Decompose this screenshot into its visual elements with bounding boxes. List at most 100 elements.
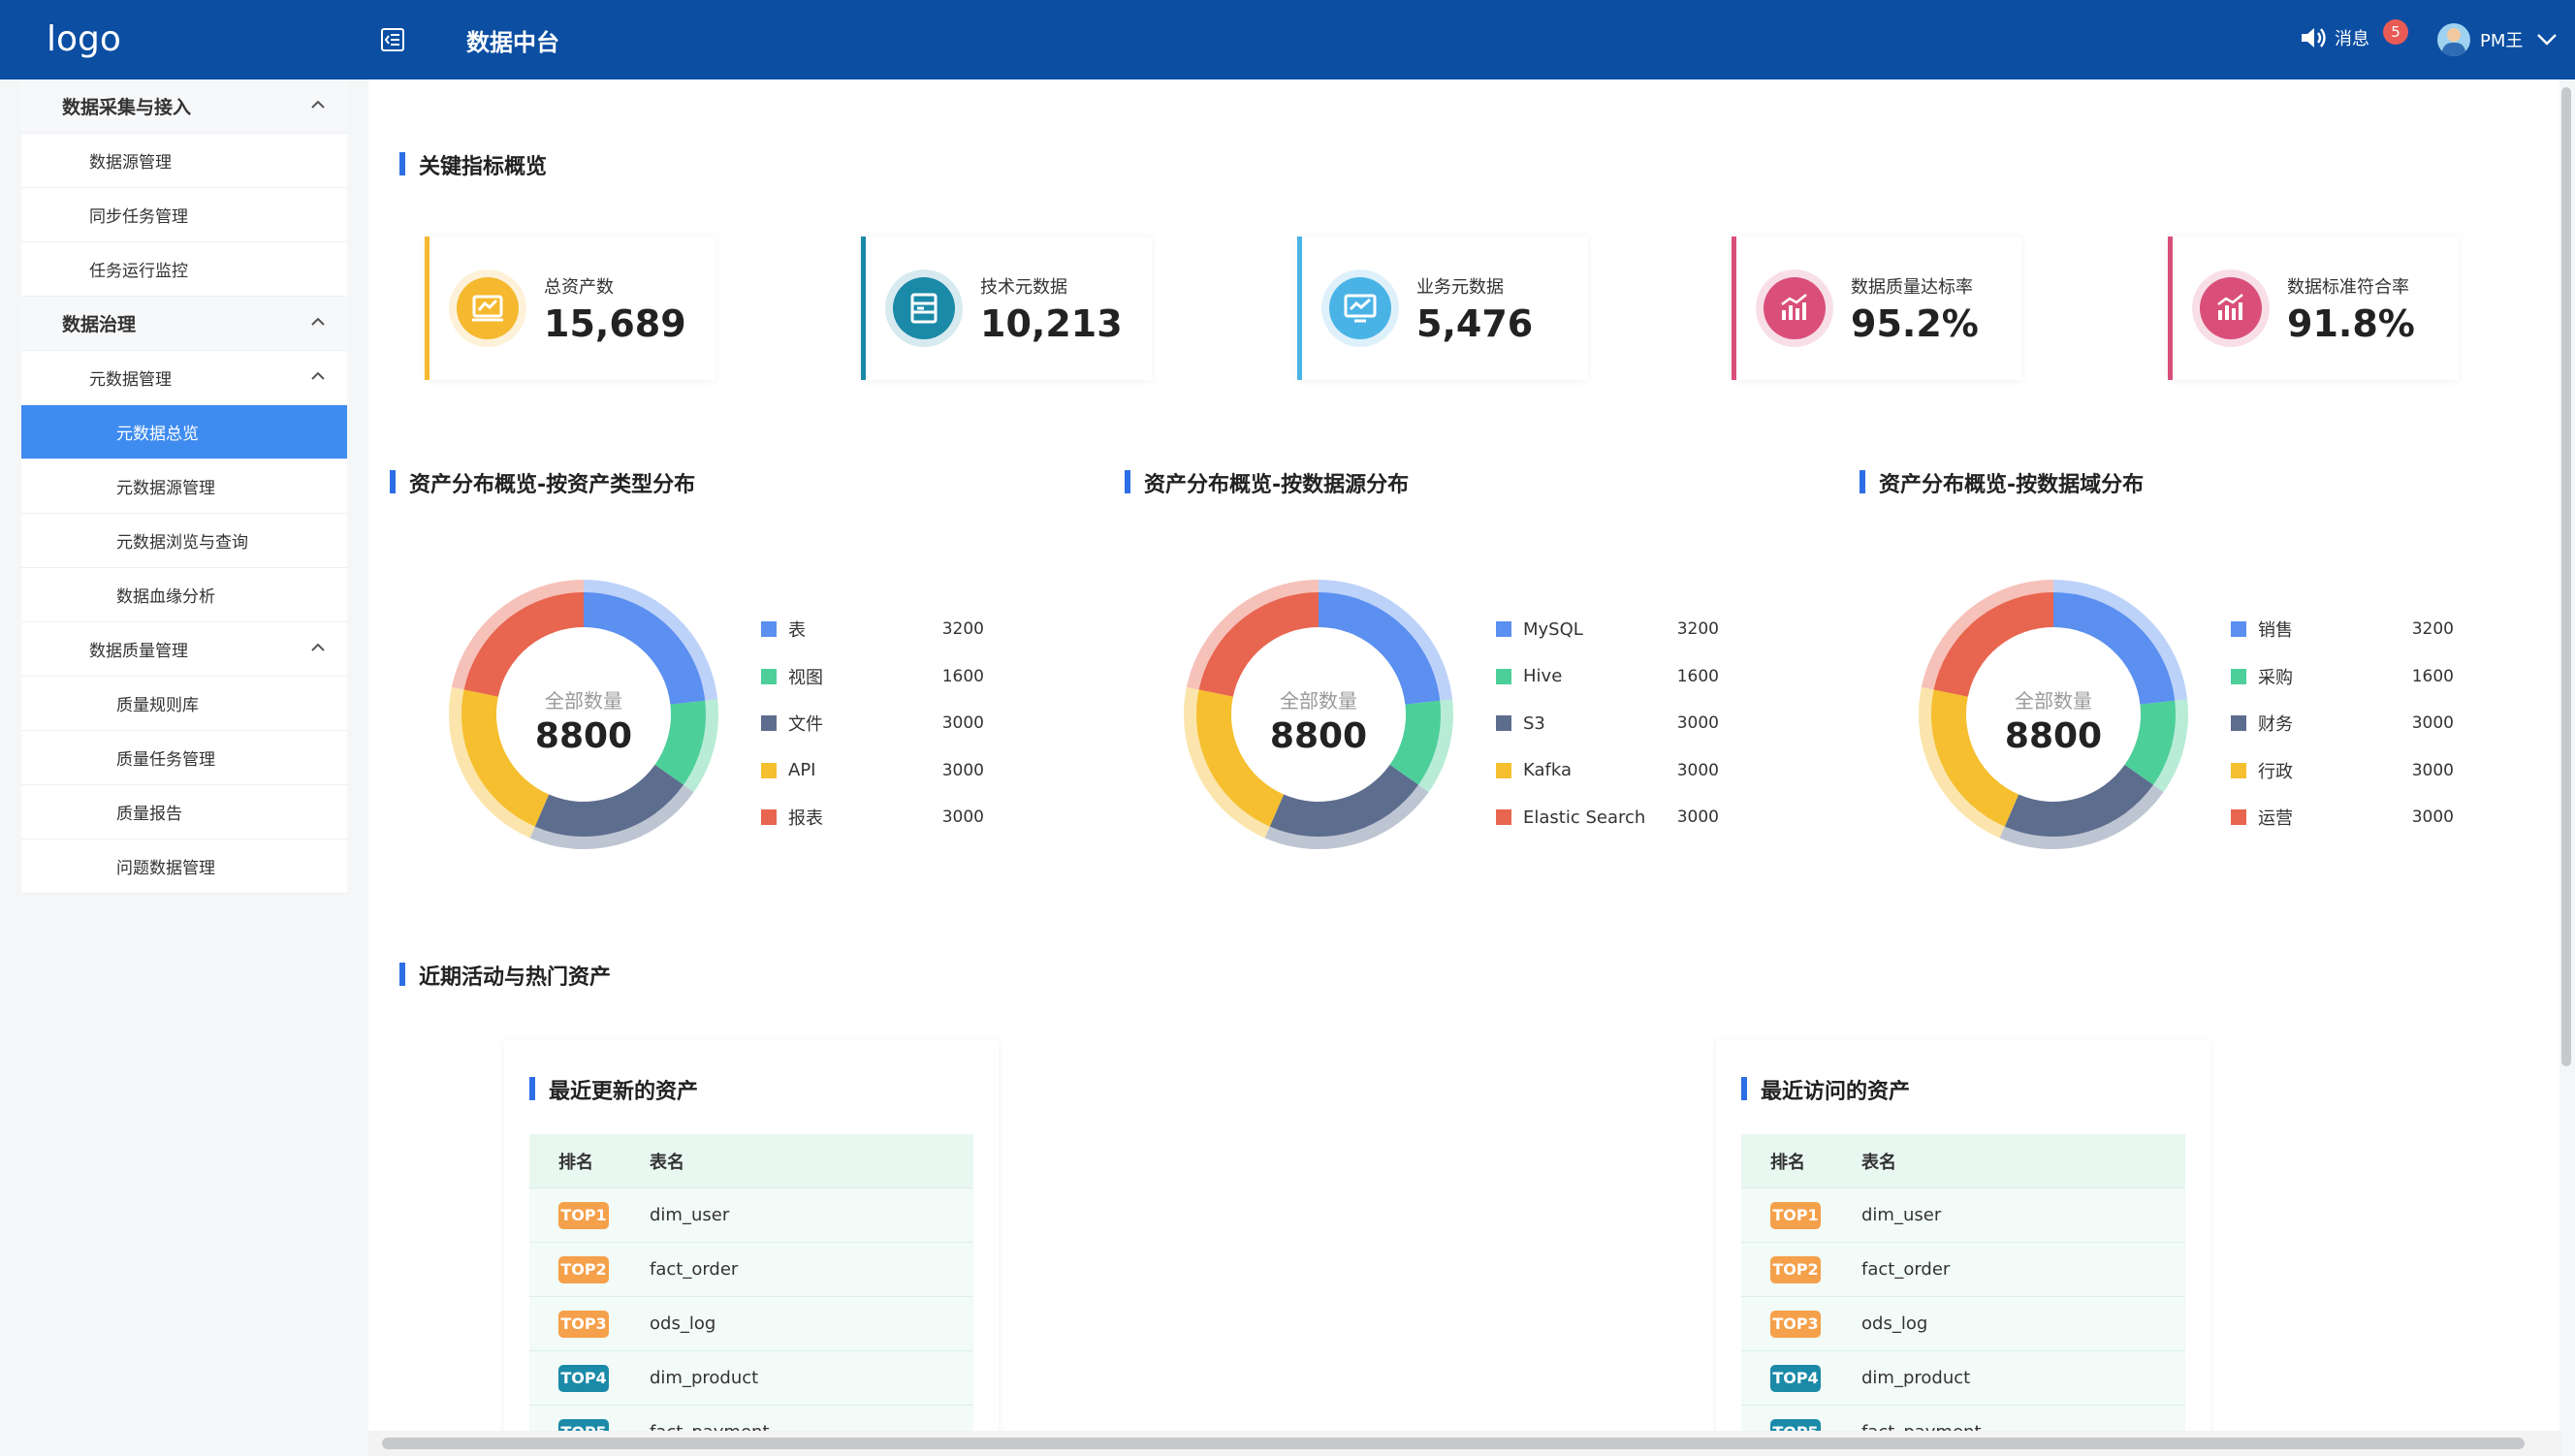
sidebar-item[interactable]: 数据采集与接入	[21, 79, 347, 134]
table-name-cell[interactable]: ods_log	[1861, 1314, 1928, 1334]
sidebar-item[interactable]: 数据血缘分析	[21, 568, 347, 622]
table-name-cell[interactable]: dim_product	[1861, 1368, 1971, 1388]
sidebar-item[interactable]: 数据治理	[21, 297, 347, 351]
donut-slice-outer[interactable]	[451, 580, 585, 692]
legend-item[interactable]: API 3000	[761, 747, 984, 795]
user-menu[interactable]: PM王	[2437, 23, 2558, 56]
donut-slice[interactable]	[654, 700, 706, 785]
sidebar-item[interactable]: 同步任务管理	[21, 188, 347, 242]
donut-slice-outer[interactable]	[583, 580, 718, 702]
donut-slice[interactable]	[2052, 592, 2176, 706]
donut-slice-outer[interactable]	[449, 686, 539, 839]
donut-slice-outer[interactable]	[1919, 686, 2009, 839]
donut-slice[interactable]	[534, 764, 683, 837]
menu-collapse-icon[interactable]	[380, 27, 405, 52]
sidebar-item[interactable]: 质量规则库	[21, 677, 347, 731]
table-row[interactable]: TOP4 dim_product	[1741, 1351, 2185, 1406]
messages-button[interactable]: 消息	[2300, 25, 2369, 50]
donut-slice[interactable]	[463, 592, 585, 698]
column-header-rank[interactable]: 排名	[1770, 1152, 1805, 1173]
column-header-rank[interactable]: 排名	[558, 1152, 593, 1173]
legend-item[interactable]: 视图 1600	[761, 653, 984, 701]
sidebar-item-label: 质量规则库	[116, 696, 199, 715]
table-row[interactable]: TOP3 ods_log	[529, 1297, 973, 1351]
table-name-cell[interactable]: dim_user	[1861, 1205, 1942, 1225]
donut-slice-outer[interactable]	[1921, 580, 2054, 692]
sidebar-item[interactable]: 元数据浏览与查询	[21, 514, 347, 568]
donut-slice-outer[interactable]	[1411, 699, 1453, 793]
legend-item[interactable]: Hive 1600	[1496, 653, 1719, 701]
donut-slice[interactable]	[2004, 764, 2153, 837]
table-name-cell[interactable]: fact_order	[650, 1259, 739, 1280]
donut-slice[interactable]	[1931, 689, 2019, 827]
sidebar-item[interactable]: 质量任务管理	[21, 731, 347, 785]
donut-slice-outer[interactable]	[1186, 580, 1319, 692]
legend-label: 采购	[2258, 667, 2293, 688]
donut-slice-outer[interactable]	[676, 699, 718, 793]
donut-slice-outer[interactable]	[1318, 580, 1453, 702]
sidebar-item[interactable]: 数据质量管理	[21, 622, 347, 677]
legend-item[interactable]: 采购 1600	[2231, 653, 2454, 701]
legend-item[interactable]: S3 3000	[1496, 700, 1719, 747]
legend-item[interactable]: Kafka 3000	[1496, 747, 1719, 795]
donut-slice[interactable]	[1269, 764, 1418, 837]
donut-chart: 全部数量 8800	[448, 579, 739, 870]
table-row[interactable]: TOP4 dim_product	[529, 1351, 973, 1406]
column-header-name[interactable]: 表名	[1861, 1152, 1896, 1173]
sidebar-item-label: 数据质量管理	[89, 642, 188, 661]
sidebar-item-label: 数据采集与接入	[62, 97, 192, 118]
legend-item[interactable]: 销售 3200	[2231, 606, 2454, 653]
sidebar-item-label: 元数据总览	[116, 425, 199, 444]
legend-item[interactable]: 表 3200	[761, 606, 984, 653]
legend-value: 3000	[941, 807, 984, 828]
table-name-cell[interactable]: dim_user	[650, 1205, 730, 1225]
donut-slice-outer[interactable]	[1999, 779, 2164, 849]
sidebar-menu: 数据采集与接入数据源管理 同步任务管理 任务运行监控数据治理元数据管理元数据总览元数…	[21, 79, 347, 894]
donut-slice[interactable]	[1933, 592, 2054, 698]
legend-swatch	[761, 809, 777, 826]
legend-item[interactable]: 运营 3000	[2231, 794, 2454, 841]
donut-slice[interactable]	[1389, 700, 1441, 785]
sidebar-item-label: 数据治理	[62, 314, 137, 335]
donut-slice-outer[interactable]	[2052, 580, 2188, 702]
sidebar-item[interactable]: 数据源管理	[21, 134, 347, 188]
sidebar-item[interactable]: 元数据总览	[21, 405, 347, 459]
donut-slice-outer[interactable]	[529, 779, 694, 849]
legend-label: Elastic Search	[1523, 807, 1646, 828]
donut-slice-outer[interactable]	[1184, 686, 1274, 839]
sidebar-item[interactable]: 元数据管理	[21, 351, 347, 405]
donut-slice[interactable]	[583, 592, 706, 706]
table-row[interactable]: TOP1 dim_user	[1741, 1188, 2185, 1243]
legend-item[interactable]: MySQL 3200	[1496, 606, 1719, 653]
column-header-name[interactable]: 表名	[650, 1152, 684, 1173]
legend-item[interactable]: 报表 3000	[761, 794, 984, 841]
logo[interactable]: logo	[47, 19, 121, 59]
table-row[interactable]: TOP2 fact_order	[1741, 1243, 2185, 1297]
vertical-scrollbar[interactable]	[2561, 87, 2571, 1066]
donut-slice[interactable]	[1198, 592, 1319, 698]
legend-item[interactable]: 行政 3000	[2231, 747, 2454, 795]
legend-label: API	[788, 760, 816, 781]
table-row[interactable]: TOP1 dim_user	[529, 1188, 973, 1243]
bar-trend-icon	[1764, 277, 1826, 339]
table-name-cell[interactable]: fact_order	[1861, 1259, 1951, 1280]
kpi-value: 15,689	[544, 302, 686, 345]
donut-slice[interactable]	[1318, 592, 1441, 706]
legend-item[interactable]: Elastic Search 3000	[1496, 794, 1719, 841]
donut-slice-outer[interactable]	[1264, 779, 1429, 849]
donut-slice-outer[interactable]	[2146, 699, 2188, 793]
legend-item[interactable]: 财务 3000	[2231, 700, 2454, 747]
sidebar-item[interactable]: 问题数据管理	[21, 839, 347, 894]
legend-item[interactable]: 文件 3000	[761, 700, 984, 747]
donut-slice[interactable]	[1196, 689, 1285, 827]
sidebar-item[interactable]: 任务运行监控	[21, 242, 347, 297]
horizontal-scrollbar[interactable]	[382, 1438, 2525, 1449]
donut-slice[interactable]	[461, 689, 550, 827]
sidebar-item[interactable]: 质量报告	[21, 785, 347, 839]
table-row[interactable]: TOP2 fact_order	[529, 1243, 973, 1297]
sidebar-item[interactable]: 元数据源管理	[21, 459, 347, 514]
table-name-cell[interactable]: dim_product	[650, 1368, 759, 1388]
table-row[interactable]: TOP3 ods_log	[1741, 1297, 2185, 1351]
donut-slice[interactable]	[2124, 700, 2176, 785]
table-name-cell[interactable]: ods_log	[650, 1314, 716, 1334]
